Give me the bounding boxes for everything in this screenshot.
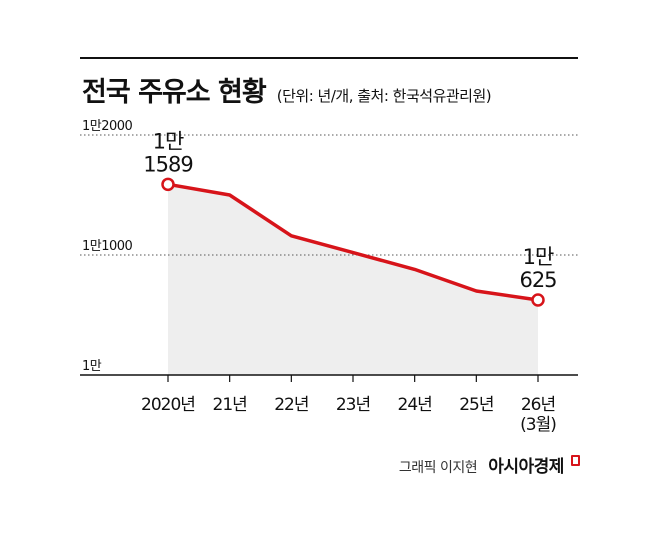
x-tick-label: 26년 (3월): [520, 395, 556, 435]
chart-title: 전국 주유소 현황: [82, 77, 267, 108]
data-point-marker: [161, 177, 175, 192]
publisher-mark-icon: [571, 455, 580, 466]
credit: 그래픽 이지현 아시아경제: [399, 452, 580, 477]
x-tick-label: 22년: [274, 395, 308, 415]
y-tick-label: 1만: [82, 359, 102, 374]
top-rule: [80, 57, 578, 59]
y-tick-label: 1만2000: [82, 119, 133, 134]
x-tick-label: 25년: [459, 395, 493, 415]
x-tick-label: 23년: [336, 395, 370, 415]
data-label: 1만 625: [519, 245, 556, 292]
y-tick-label: 1만1000: [82, 239, 133, 254]
header: 전국 주유소 현황 (단위: 년/개, 출처: 한국석유관리원): [82, 70, 492, 109]
chart-subtitle: (단위: 년/개, 출처: 한국석유관리원): [276, 87, 492, 105]
data-label: 1만 1589: [143, 129, 192, 176]
area-fill: [168, 184, 538, 375]
data-point-marker: [531, 293, 545, 307]
publisher-logo: 아시아경제: [488, 457, 564, 477]
graphic-credit: 그래픽 이지현: [398, 460, 478, 476]
x-tick-label: 21년: [213, 395, 247, 415]
series-line: [167, 182, 539, 302]
x-tick-label: 2020년: [141, 395, 195, 415]
x-tick-label: 24년: [398, 395, 432, 415]
